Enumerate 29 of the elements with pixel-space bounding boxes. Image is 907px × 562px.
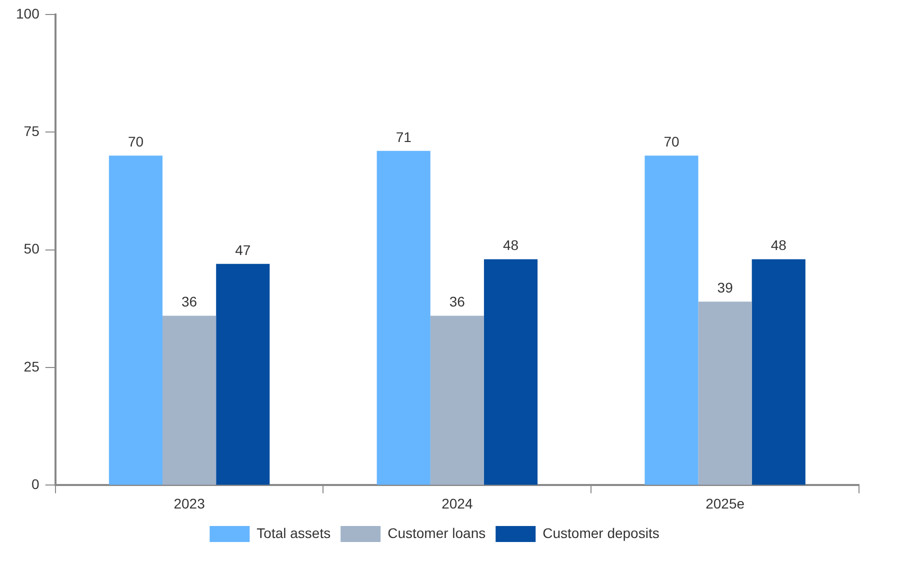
y-tick-label: 50 — [24, 240, 40, 257]
y-tick-label: 100 — [16, 5, 40, 22]
y-tick-label: 0 — [32, 476, 40, 492]
bar — [216, 264, 270, 485]
data-label: 71 — [396, 128, 412, 145]
y-tick-label: 25 — [24, 358, 40, 374]
data-label: 48 — [502, 237, 519, 254]
y-tick-label: 75 — [24, 122, 40, 139]
bar — [752, 259, 806, 485]
data-label: 70 — [664, 134, 680, 150]
data-label: 39 — [717, 279, 734, 296]
bar — [162, 316, 216, 485]
bar — [698, 302, 752, 485]
legend-label: Customer loans — [388, 524, 486, 541]
x-tick-label: 2024 — [442, 495, 473, 512]
data-label: 36 — [182, 294, 198, 310]
x-tick-label: 2023 — [174, 495, 206, 512]
data-label: 36 — [449, 294, 466, 310]
legend-label: Total assets — [256, 524, 331, 541]
bar — [376, 150, 430, 485]
bar — [484, 259, 538, 485]
data-label: 70 — [128, 134, 144, 150]
legend-label: Customer deposits — [542, 524, 660, 541]
bar — [644, 156, 698, 485]
data-label: 48 — [770, 237, 787, 254]
data-label: 47 — [235, 242, 251, 258]
x-tick-label: 2025e — [706, 495, 745, 512]
bar — [430, 316, 484, 485]
bar — [108, 156, 163, 485]
